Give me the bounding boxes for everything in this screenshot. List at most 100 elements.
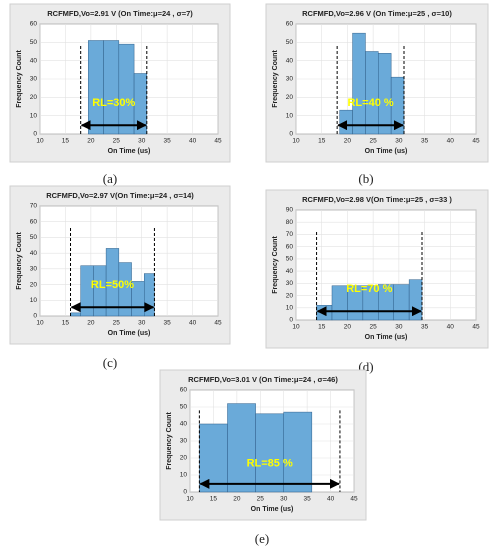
y-tick-label: 20: [30, 281, 38, 288]
y-tick-label: 20: [286, 94, 294, 101]
histogram-bar: [283, 411, 313, 493]
histogram-bar: [255, 413, 284, 493]
y-tick-label: 50: [286, 39, 294, 46]
y-tick-label: 20: [286, 292, 294, 299]
panel-caption: (a): [103, 171, 117, 186]
panel: RCFMFD,Vo=2.91 V (On Time:μ=24 , σ=7)010…: [9, 3, 231, 163]
y-tick-label: 50: [286, 256, 294, 263]
x-tick-label: 35: [304, 496, 312, 503]
histogram-bar: [331, 285, 348, 321]
x-tick-label: 25: [370, 324, 378, 331]
y-axis-label: Frequency Count: [16, 50, 23, 108]
x-tick-label: 45: [472, 138, 480, 145]
y-axis-label: Frequency Count: [272, 236, 279, 294]
y-tick-label: 60: [30, 21, 38, 28]
y-tick-label: 50: [30, 234, 38, 241]
y-axis-label: Frequency Count: [166, 412, 173, 470]
x-axis-label: On Time (us): [365, 334, 408, 341]
x-tick-label: 20: [233, 496, 241, 503]
panel-caption: (e): [255, 531, 269, 546]
x-tick-label: 30: [138, 138, 146, 145]
y-tick-label: 10: [30, 112, 38, 119]
y-tick-label: 60: [286, 21, 294, 28]
histogram-bar: [352, 32, 366, 135]
x-tick-label: 30: [280, 496, 288, 503]
y-tick-label: 0: [289, 317, 293, 324]
x-tick-label: 45: [214, 320, 222, 327]
y-tick-label: 60: [180, 387, 188, 394]
x-tick-label: 25: [113, 320, 121, 327]
y-tick-label: 90: [286, 207, 294, 214]
x-tick-label: 20: [344, 324, 352, 331]
panel: RCFMFD,Vo=2.98 V(On Time:μ=25 , σ=33 ) 0 1…: [265, 189, 489, 349]
chart-title: RCFMFD,Vo=2.98 V(On Time:μ=25 , σ=33 ): [302, 195, 452, 204]
x-tick-label: 10: [186, 496, 194, 503]
x-tick-label: 30: [395, 324, 403, 331]
x-tick-label: 40: [447, 324, 455, 331]
y-tick-label: 80: [286, 219, 294, 226]
x-axis-label: On Time (us): [108, 330, 151, 337]
histogram-bar: [227, 403, 256, 493]
histogram-bar: [103, 40, 120, 135]
panel: RCFMFD,Vo=2.97 V(On Time:μ=24 , σ=14)010…: [9, 185, 231, 345]
x-tick-label: 30: [395, 138, 403, 145]
x-tick-label: 15: [62, 138, 70, 145]
x-tick-label: 35: [421, 324, 429, 331]
y-tick-label: 30: [180, 438, 188, 445]
x-tick-label: 30: [138, 320, 146, 327]
x-tick-label: 45: [214, 138, 222, 145]
y-tick-label: 70: [30, 203, 38, 210]
x-tick-label: 15: [318, 138, 326, 145]
annotation: RL=70 %: [346, 283, 392, 295]
y-tick-label: 30: [30, 266, 38, 273]
chart-title: RCFMFD,Vo=2.91 V (On Time:μ=24 , σ=7): [47, 9, 193, 18]
x-axis-label: On Time (us): [251, 506, 294, 513]
x-tick-label: 35: [164, 320, 172, 327]
x-tick-label: 20: [344, 138, 352, 145]
y-tick-label: 60: [286, 243, 294, 250]
x-tick-label: 25: [257, 496, 265, 503]
histogram-bar: [88, 40, 104, 135]
x-tick-label: 40: [189, 138, 197, 145]
annotation: RL=50%: [91, 279, 134, 291]
x-tick-label: 10: [36, 320, 44, 327]
histogram-bar: [393, 284, 410, 321]
y-tick-label: 40: [180, 421, 188, 428]
x-tick-label: 40: [447, 138, 455, 145]
x-tick-label: 15: [62, 320, 70, 327]
x-tick-label: 40: [189, 320, 197, 327]
y-tick-label: 10: [286, 304, 294, 311]
histogram-bar: [339, 109, 353, 135]
y-tick-label: 30: [30, 76, 38, 83]
y-tick-label: 30: [286, 280, 294, 287]
histogram-bar: [70, 312, 81, 317]
y-tick-label: 60: [30, 218, 38, 225]
histogram-bar: [118, 43, 135, 135]
y-tick-label: 40: [30, 250, 38, 257]
x-axis-label: On Time (us): [365, 148, 408, 155]
x-tick-label: 15: [210, 496, 218, 503]
histogram-bar: [378, 53, 392, 135]
panel-caption: (c): [103, 355, 117, 370]
x-tick-label: 20: [87, 138, 95, 145]
x-tick-label: 10: [36, 138, 44, 145]
y-tick-label: 10: [180, 472, 188, 479]
histogram-bar: [390, 76, 405, 135]
x-tick-label: 15: [318, 324, 326, 331]
histogram-bar: [199, 423, 228, 493]
y-tick-label: 40: [286, 268, 294, 275]
y-tick-label: 30: [286, 76, 294, 83]
y-tick-label: 20: [30, 94, 38, 101]
y-tick-label: 20: [180, 455, 188, 462]
panel: RCFMFD,Vo=2.96 V (On Time:μ=25 , σ=10)01…: [265, 3, 489, 163]
chart-title: RCFMFD,Vo=2.97 V(On Time:μ=24 , σ=14): [46, 191, 194, 200]
x-tick-label: 35: [421, 138, 429, 145]
chart-title: RCFMFD,Vo=3.01 V (On Time:μ=24 , σ=46): [188, 375, 338, 384]
panel-caption: (b): [358, 171, 373, 186]
histogram-bar: [144, 273, 155, 317]
y-axis-label: Frequency Count: [16, 232, 23, 290]
y-tick-label: 0: [289, 131, 293, 138]
x-tick-label: 25: [113, 138, 121, 145]
panel: RCFMFD,Vo=3.01 V (On Time:μ=24 , σ=46)01…: [159, 369, 367, 521]
